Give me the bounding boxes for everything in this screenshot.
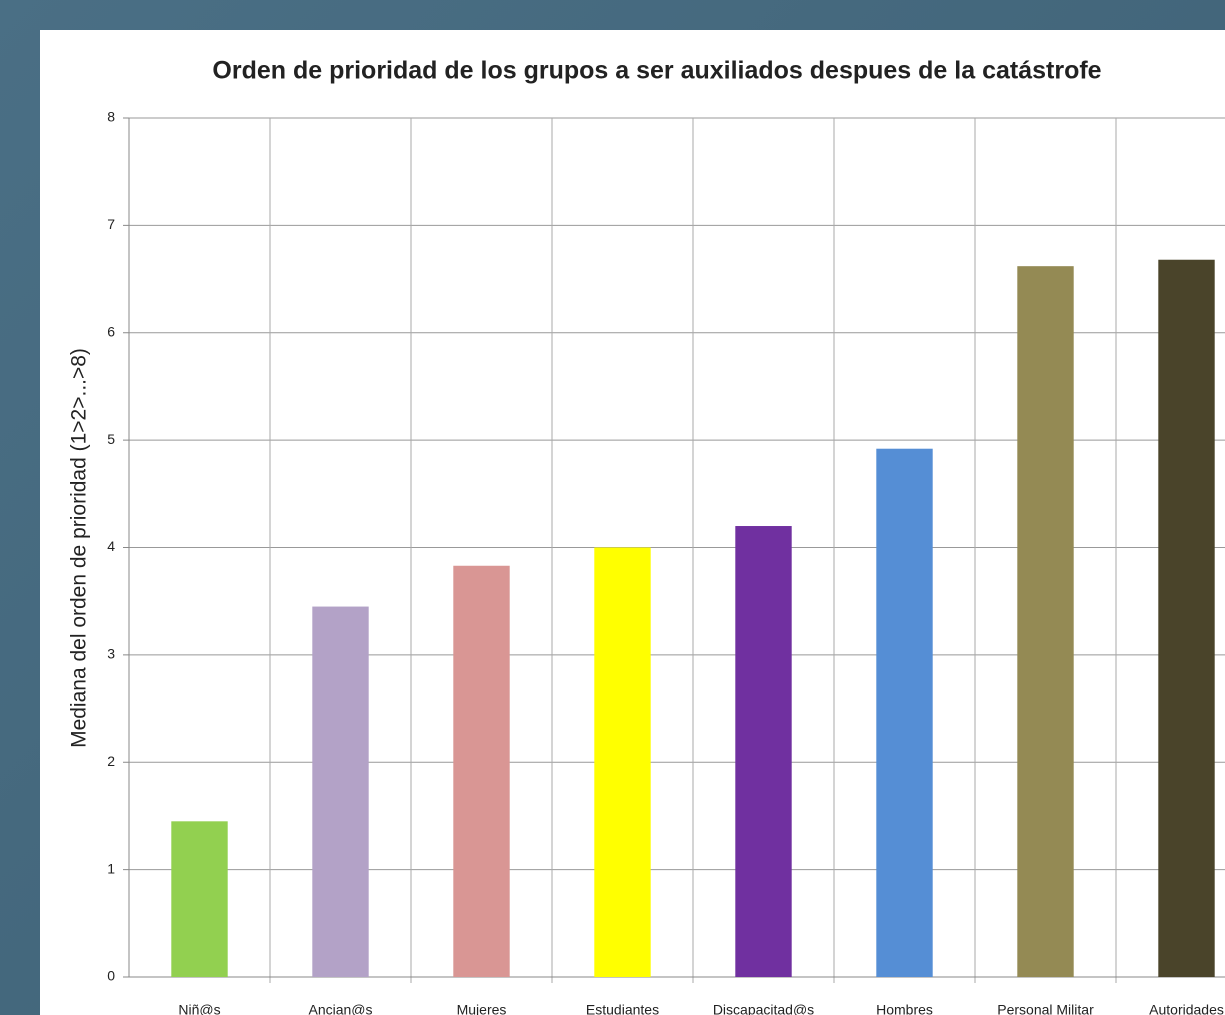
x-tick-label: Ancian@s xyxy=(308,1002,372,1015)
x-tick-label: Estudiantes xyxy=(586,1002,659,1015)
x-tick-label: Mujeres xyxy=(457,1002,507,1015)
y-tick-label: 1 xyxy=(107,860,115,876)
y-tick-label: 8 xyxy=(107,109,115,125)
x-tick-label: Niñ@s xyxy=(178,1002,220,1015)
y-axis-label: Mediana del orden de prioridad (1>2>...>… xyxy=(68,348,91,748)
bar xyxy=(453,565,510,977)
y-tick-label: 6 xyxy=(107,323,115,339)
x-tick-label: Hombres xyxy=(876,1002,933,1015)
x-tick-label: Autoridades xyxy=(1149,1002,1224,1015)
chart-title: Orden de prioridad de los grupos a ser a… xyxy=(212,57,1101,85)
y-tick-label: 4 xyxy=(107,538,115,554)
y-tick-label: 7 xyxy=(107,216,115,232)
y-tick-label: 0 xyxy=(107,968,115,984)
x-tick-label: Personal Militar xyxy=(997,1002,1094,1015)
y-tick-label: 5 xyxy=(107,431,115,447)
bar xyxy=(876,448,933,978)
bar xyxy=(312,606,369,977)
y-tick-label: 3 xyxy=(107,646,115,662)
y-tick-label: 2 xyxy=(107,753,115,769)
bar xyxy=(594,547,651,977)
bar xyxy=(735,526,792,977)
bar xyxy=(1158,259,1215,977)
bar xyxy=(171,821,228,977)
bar xyxy=(1017,266,1074,977)
x-tick-label: Discapacitad@s xyxy=(713,1002,814,1015)
